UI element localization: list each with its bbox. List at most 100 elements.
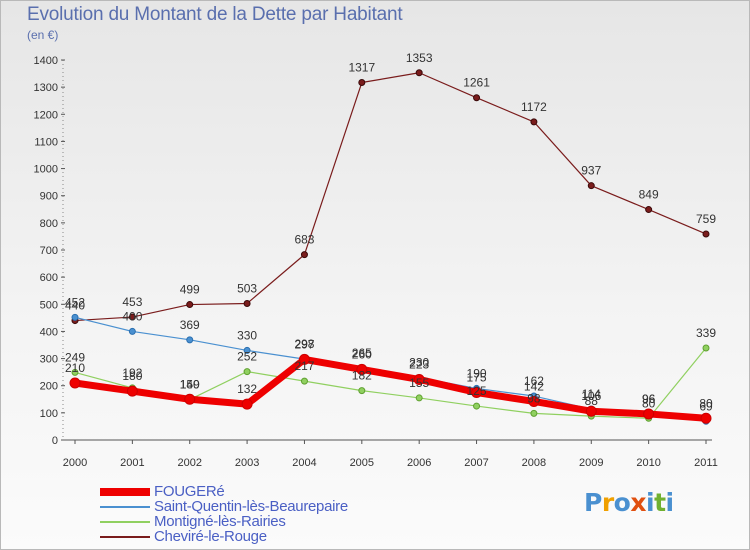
x-tick-label: 2005 [350, 457, 374, 469]
y-tick-label: 1200 [34, 109, 58, 121]
data-point [358, 79, 366, 87]
data-point [126, 385, 138, 397]
data-point [415, 394, 423, 402]
data-label: 96 [642, 392, 656, 406]
y-tick-label: 1300 [34, 82, 58, 94]
data-label: 192 [122, 366, 142, 380]
data-point [300, 251, 308, 259]
data-label: 80 [699, 396, 713, 410]
series-line [74, 72, 707, 322]
data-point [585, 405, 597, 417]
data-label: 217 [294, 359, 314, 373]
data-label: 1353 [406, 51, 433, 65]
series-line [74, 347, 707, 419]
data-point [356, 363, 368, 375]
x-tick-label: 2008 [522, 457, 546, 469]
data-label: 252 [237, 350, 257, 364]
data-label: 88 [585, 394, 599, 408]
data-label: 230 [409, 356, 429, 370]
data-label: 132 [237, 382, 257, 396]
y-tick-label: 1100 [34, 136, 58, 148]
logo-letter: r [601, 488, 614, 517]
data-label: 452 [65, 295, 85, 309]
y-tick-label: 600 [40, 272, 58, 284]
data-label: 125 [467, 384, 487, 398]
data-label: 106 [581, 389, 601, 403]
data-point [243, 346, 251, 354]
data-point [473, 94, 481, 102]
data-point [702, 344, 710, 352]
legend-swatch [100, 521, 150, 523]
logo-letter: x [630, 488, 646, 517]
x-tick-label: 2009 [579, 457, 603, 469]
data-label: 114 [582, 387, 601, 401]
data-label: 297 [294, 337, 314, 351]
y-tick-label: 800 [40, 218, 58, 230]
data-label: 1317 [348, 61, 375, 75]
y-tick-label: 200 [40, 381, 58, 393]
chart-title: Evolution du Montant de la Dette par Hab… [27, 4, 403, 25]
legend-label: Cheviré-le-Rouge [154, 528, 267, 545]
data-point [128, 327, 136, 335]
data-point [358, 387, 366, 395]
data-label: 499 [180, 283, 200, 297]
logo-letter: P [584, 488, 602, 517]
y-tick-label: 900 [40, 191, 58, 203]
data-label: 210 [65, 361, 85, 375]
x-tick-label: 2002 [177, 457, 201, 469]
data-point [71, 368, 79, 376]
data-label: 503 [237, 281, 257, 295]
data-point [298, 353, 310, 365]
data-point [415, 69, 423, 77]
data-point [645, 206, 653, 214]
data-label: 1261 [463, 76, 490, 90]
x-tick-label: 2010 [636, 457, 660, 469]
data-label: 175 [467, 371, 487, 385]
data-label: 440 [65, 299, 85, 313]
data-label: 182 [352, 369, 372, 383]
data-label: 96 [642, 392, 656, 406]
legend-swatch [100, 488, 150, 496]
data-label: 260 [352, 347, 372, 361]
y-tick-label: 400 [40, 326, 58, 338]
data-point [587, 182, 595, 190]
data-label: 190 [467, 366, 487, 380]
data-point [243, 299, 251, 307]
data-label: 330 [237, 328, 257, 342]
data-point [128, 313, 136, 321]
x-tick-label: 2004 [292, 457, 316, 469]
proxiti-logo: Proxiti [584, 488, 674, 517]
y-tick-label: 100 [40, 408, 58, 420]
data-point [300, 377, 308, 385]
data-label: 249 [65, 350, 85, 364]
data-point [243, 368, 251, 376]
y-tick-label: 0 [52, 435, 58, 447]
x-tick-label: 2011 [694, 457, 718, 469]
data-point [69, 377, 81, 389]
data-label: 180 [122, 369, 142, 383]
series-line [74, 316, 707, 422]
legend-swatch [100, 506, 150, 508]
y-tick-label: 300 [40, 354, 58, 366]
data-point [186, 301, 194, 309]
data-label: 1172 [521, 100, 547, 114]
x-tick-label: 2000 [63, 457, 87, 469]
y-tick-label: 700 [40, 245, 58, 257]
data-label: 369 [180, 318, 200, 332]
data-label: 400 [122, 309, 142, 323]
data-point [528, 395, 540, 407]
data-label: 937 [581, 164, 601, 178]
data-point [413, 373, 425, 385]
data-label: 453 [122, 295, 142, 309]
legend-label: FOUGERé [154, 483, 225, 500]
data-label: 298 [294, 337, 314, 351]
legend-label: Montigné-lès-Rairies [154, 513, 286, 530]
legend-swatch [100, 536, 150, 538]
data-label: 155 [409, 376, 429, 390]
x-tick-label: 2007 [464, 457, 488, 469]
data-label: 150 [180, 377, 200, 391]
data-point [530, 118, 538, 126]
data-label: 223 [409, 357, 429, 371]
data-label: 142 [524, 379, 544, 393]
